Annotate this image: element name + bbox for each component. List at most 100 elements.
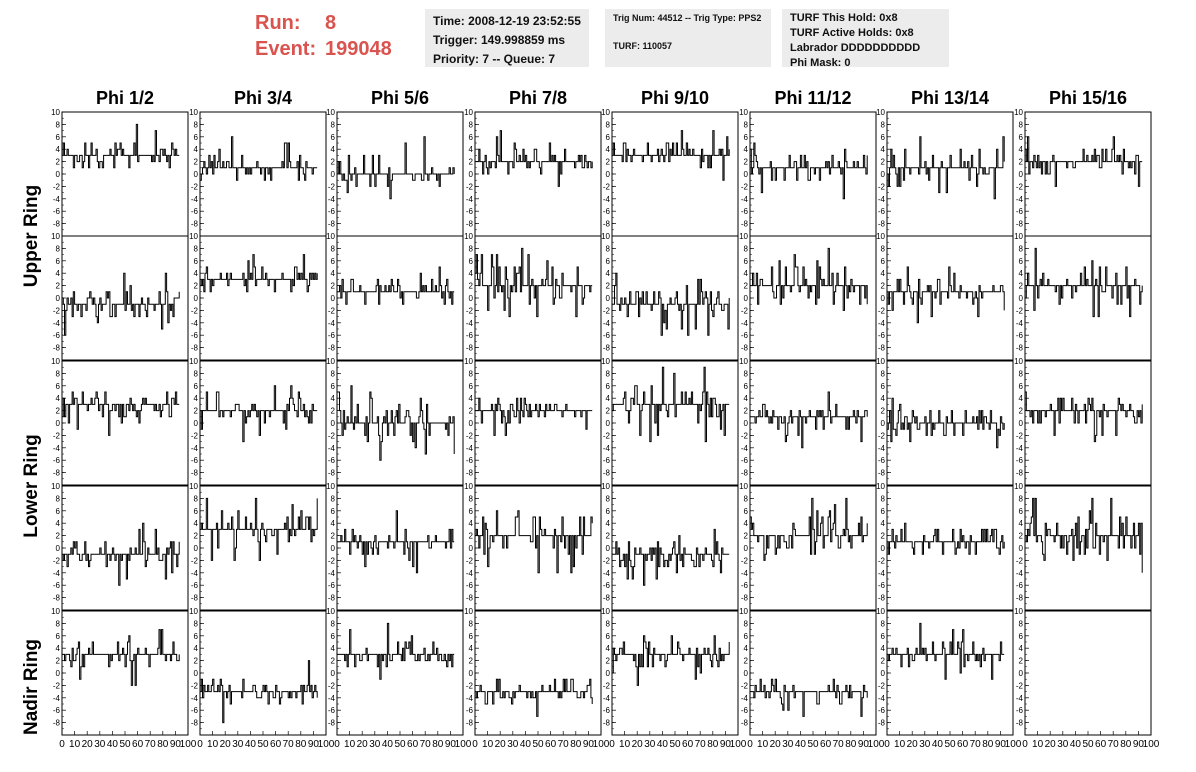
y-tick-label: 2 <box>56 657 61 666</box>
waveform-panel: 10 8 6 4 2 0 -2 -4 -6 -8 <box>739 357 877 486</box>
y-tick-label: -2 <box>878 182 886 191</box>
y-tick-label: 0 <box>744 294 749 303</box>
y-tick-label: 0 <box>1019 544 1024 553</box>
waveform-trace <box>1025 136 1143 187</box>
labrador-text: Labrador DDDDDDDDDD <box>790 42 921 54</box>
waveform-panel: 10 8 6 4 2 0 -2 -4 -6 -8 <box>51 482 189 611</box>
y-tick-label: -8 <box>741 344 749 353</box>
y-tick-label: 6 <box>56 507 61 516</box>
x-tick-label: 80 <box>845 739 857 750</box>
y-tick-label: 6 <box>469 507 474 516</box>
y-tick-label: -2 <box>741 182 749 191</box>
x-tick-label: 10 <box>619 739 631 750</box>
x-tick-label: 50 <box>944 739 956 750</box>
x-tick-label: 40 <box>1070 739 1082 750</box>
y-tick-label: 8 <box>469 619 474 628</box>
y-tick-label: 10 <box>189 357 198 366</box>
y-tick-label: -8 <box>191 344 199 353</box>
y-tick-label: -2 <box>878 556 886 565</box>
panel-frame <box>749 111 877 237</box>
y-tick-label: -4 <box>466 694 474 703</box>
waveform-trace <box>887 397 1005 449</box>
y-tick-label: 4 <box>469 145 474 154</box>
y-tick-label: 2 <box>469 532 474 541</box>
y-tick-label: 6 <box>469 632 474 641</box>
panel-frame <box>611 111 739 237</box>
panel-frame <box>199 610 327 736</box>
y-tick-label: 2 <box>606 158 611 167</box>
y-tick-label: 6 <box>56 133 61 142</box>
y-tick-label: -4 <box>53 195 61 204</box>
y-tick-label: 8 <box>331 244 336 253</box>
y-tick-label: -6 <box>603 706 611 715</box>
y-tick-label: 0 <box>881 669 886 678</box>
y-tick-label: -8 <box>1016 594 1024 603</box>
y-tick-label: 2 <box>744 158 749 167</box>
waveform-panel: 10 8 6 4 2 0 -2 -4 -6 -8 <box>464 482 602 611</box>
y-tick-label: -8 <box>878 344 886 353</box>
x-tick-label: 20 <box>357 739 369 750</box>
y-tick-label: 2 <box>194 532 199 541</box>
x-tick-label: 70 <box>970 739 982 750</box>
y-tick-label: -4 <box>1016 195 1024 204</box>
y-tick-label: 0 <box>331 669 336 678</box>
y-tick-label: 6 <box>469 257 474 266</box>
y-tick-label: -6 <box>466 581 474 590</box>
y-tick-label: -4 <box>191 319 199 328</box>
y-tick-label: -2 <box>191 182 199 191</box>
y-tick-label: -8 <box>466 594 474 603</box>
waveform-panel: 10 8 6 4 2 0 -2 -4 -6 -8 <box>876 482 1014 611</box>
waveform-trace <box>475 510 593 574</box>
y-tick-label: 10 <box>326 607 335 616</box>
y-tick-label: 8 <box>1019 244 1024 253</box>
x-tick-label: 30 <box>369 739 381 750</box>
y-tick-label: 6 <box>194 382 199 391</box>
trigger-text: Trigger: 149.998859 ms <box>433 33 566 47</box>
x-tick-label: 40 <box>245 739 257 750</box>
y-tick-label: 4 <box>469 519 474 528</box>
y-tick-label: 10 <box>1014 108 1023 117</box>
y-tick-label: 4 <box>881 644 886 653</box>
y-tick-label: 6 <box>744 632 749 641</box>
y-tick-label: 2 <box>469 657 474 666</box>
column-header: Phi 13/14 <box>911 88 989 108</box>
x-tick-label: 10 <box>1032 739 1044 750</box>
y-tick-label: -2 <box>603 431 611 440</box>
x-tick-label: 30 <box>644 739 656 750</box>
y-tick-label: 10 <box>876 357 885 366</box>
x-tick-label: 60 <box>682 739 694 750</box>
y-tick-label: 6 <box>881 133 886 142</box>
y-tick-label: -4 <box>878 195 886 204</box>
waveform-panel: 10 8 6 4 2 0 -2 -4 -6 -8 <box>1014 357 1152 486</box>
y-tick-label: 10 <box>876 607 885 616</box>
waveform-trace <box>750 497 868 561</box>
y-tick-label: 0 <box>606 544 611 553</box>
y-tick-label: 8 <box>194 369 199 378</box>
waveform-trace <box>612 366 730 443</box>
column-header: Phi 11/12 <box>774 88 851 108</box>
waveform-trace <box>200 385 318 443</box>
y-tick-label: -2 <box>328 681 336 690</box>
x-tick-label: 30 <box>919 739 931 750</box>
waveform-trace <box>200 136 318 181</box>
y-tick-label: -2 <box>878 306 886 315</box>
y-tick-label: 4 <box>469 644 474 653</box>
y-tick-label: -6 <box>603 456 611 465</box>
y-tick-label: -2 <box>1016 306 1024 315</box>
y-tick-label: -6 <box>191 331 199 340</box>
y-tick-label: -6 <box>741 581 749 590</box>
waveform-trace <box>750 678 868 717</box>
y-tick-label: 10 <box>739 482 748 491</box>
y-tick-label: -6 <box>328 706 336 715</box>
y-tick-label: -6 <box>328 456 336 465</box>
waveform-trace <box>337 266 455 305</box>
y-tick-label: -4 <box>878 319 886 328</box>
y-tick-label: 8 <box>331 369 336 378</box>
y-tick-label: -2 <box>1016 431 1024 440</box>
y-tick-label: -4 <box>603 444 611 453</box>
waveform-panel: 10 8 6 4 2 0 -2 -4 -6 -8 <box>326 482 464 611</box>
x-tick-label: 70 <box>1108 739 1120 750</box>
